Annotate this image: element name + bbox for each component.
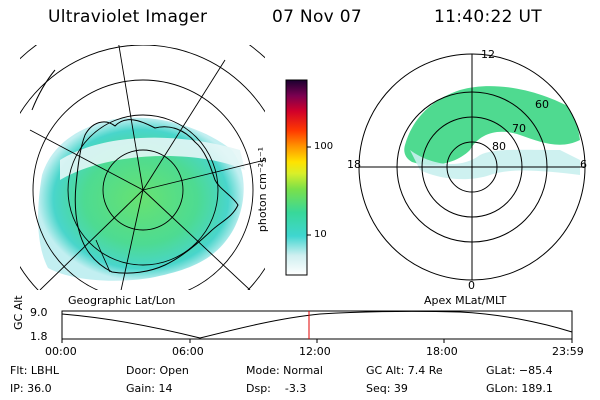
geographic-map <box>20 45 265 290</box>
observation-time: 11:40:22 UT <box>434 7 542 27</box>
altitude-ytick-min: 1.8 <box>30 330 48 343</box>
dayglow-haze-left <box>60 137 245 180</box>
colorbar-label: photon cm⁻²s⁻¹ <box>256 146 270 233</box>
mlt-label-12: 12 <box>481 48 495 61</box>
colorbar-tick-100: 100 <box>314 141 334 152</box>
mlat-label-60: 60 <box>535 98 549 111</box>
info-glon: GLon: 189.1 <box>486 382 553 395</box>
instrument-title: Ultraviolet Imager <box>48 7 208 27</box>
info-gc-alt: GC Alt: 7.4 Re <box>366 364 443 377</box>
info-seq: Seq: 39 <box>366 382 408 395</box>
mlt-label-6: 6 <box>580 158 587 171</box>
geographic-panel-label: Geographic Lat/Lon <box>68 294 176 307</box>
mlat-mlt-map <box>358 53 586 281</box>
info-mode: Mode: Normal <box>246 364 323 377</box>
mlt-label-18: 18 <box>347 158 361 171</box>
aurora-halo-right <box>410 149 580 180</box>
info-filter: Flt: LBHL <box>10 364 59 377</box>
meridians <box>29 45 265 290</box>
distant-coastline <box>31 69 56 111</box>
latitude-circles <box>20 45 265 290</box>
time-tick-1800: 18:00 <box>426 345 458 358</box>
observation-date: 07 Nov 07 <box>272 7 362 27</box>
antarctica-coastline <box>74 119 239 274</box>
info-dsp: Dsp: -3.3 <box>246 382 307 395</box>
info-door: Door: Open <box>126 364 189 377</box>
colorbar-tick-10: 10 <box>314 229 327 240</box>
time-tick-0600: 06:00 <box>172 345 204 358</box>
aurora-emission-right <box>404 86 580 165</box>
altitude-plot <box>61 310 573 343</box>
mlat-label-80: 80 <box>492 140 506 153</box>
time-tick-1200: 12:00 <box>299 345 331 358</box>
mlat-panel-label: Apex MLat/MLT <box>424 294 507 307</box>
colorbar <box>285 79 308 276</box>
info-gain: Gain: 14 <box>126 382 173 395</box>
altitude-curve <box>61 310 573 339</box>
altitude-ytick-max: 9.0 <box>30 306 48 319</box>
info-ip: IP: 36.0 <box>10 382 52 395</box>
time-tick-0000: 00:00 <box>45 345 77 358</box>
time-tick-2359: 23:59 <box>552 345 584 358</box>
antarctic-peninsula <box>95 239 111 273</box>
info-glat: GLat: −85.4 <box>486 364 553 377</box>
mlt-label-0: 0 <box>468 279 475 292</box>
mlat-label-70: 70 <box>512 122 526 135</box>
